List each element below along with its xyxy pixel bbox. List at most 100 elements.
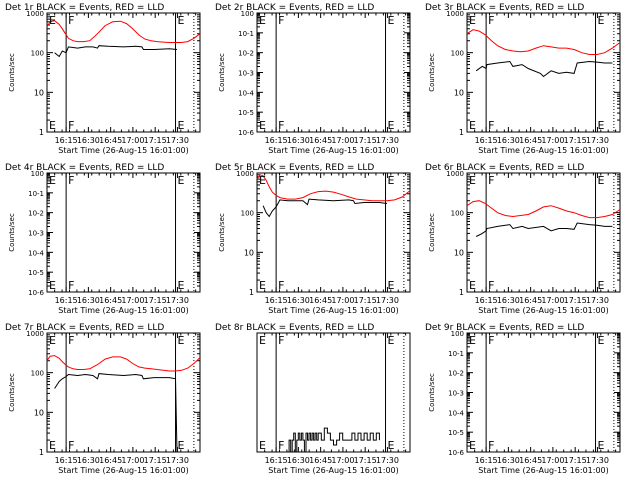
x-tick-label: 16:15 (265, 136, 288, 145)
detector-panel-8: Det 8r BLACK = Events, RED = LLD 16:15 16:… (215, 323, 411, 475)
x-tick-label: 17:00 (541, 456, 564, 465)
x-tick-label: 16:30 (497, 136, 520, 145)
marker-label-top: F (68, 174, 74, 187)
lld-series-line (466, 29, 621, 55)
marker-label-top: E (598, 174, 605, 187)
y-tick-label: 10 (454, 88, 464, 97)
marker-label-top: E (178, 174, 185, 187)
y-tick-label: 100 (31, 170, 44, 178)
marker-label-top: F (68, 14, 74, 27)
x-tick-label: 16:45 (309, 296, 332, 305)
marker-label-bottom: E (259, 439, 266, 452)
y-tick-label: 1000 (236, 170, 254, 178)
panel-title: Det 5r BLACK = Events, RED = LLD (215, 163, 374, 173)
marker-label-top: E (598, 334, 605, 347)
x-tick-label: 17:15 (354, 296, 377, 305)
x-tick-label: 16:30 (77, 456, 100, 465)
marker-label-top: F (488, 174, 494, 187)
x-tick-label: 17:30 (166, 136, 189, 145)
x-tick-label: 17:15 (144, 136, 167, 145)
x-tick-label: 17:15 (564, 456, 587, 465)
marker-label-bottom: E (388, 439, 395, 452)
y-tick-label: 10-6 (28, 289, 44, 297)
x-tick-label: 16:15 (55, 456, 78, 465)
x-tick-label: 17:30 (586, 456, 609, 465)
y-axis-label: Counts/sec (8, 213, 16, 252)
x-tick-label: 17:30 (586, 136, 609, 145)
x-axis-label: Start Time (26-Aug-15 16:01:00) (58, 146, 189, 155)
y-axis-label: Counts/sec (428, 213, 436, 252)
y-axis-label: Counts/sec (8, 53, 16, 92)
events-series-line (287, 427, 380, 453)
x-tick-label: 17:30 (376, 296, 399, 305)
detector-panel-3: Det 3r BLACK = Events, RED = LLD 1 10 100 10… (425, 3, 621, 155)
lld-series-line (46, 355, 201, 372)
x-tick-label: 17:30 (376, 456, 399, 465)
marker-label-bottom: E (178, 279, 185, 292)
x-tick-label: 16:30 (497, 456, 520, 465)
x-tick-label: 17:15 (564, 136, 587, 145)
marker-label-bottom: F (488, 119, 494, 132)
y-axis-label: Counts/sec (428, 373, 436, 412)
events-series-line (475, 60, 613, 78)
marker-label-bottom: E (598, 439, 605, 452)
x-axis-label: Start Time (26-Aug-15 16:01:00) (268, 306, 399, 315)
marker-label-top: F (488, 334, 494, 347)
x-tick-label: 16:15 (55, 136, 78, 145)
plot-frame (46, 172, 201, 293)
panel-title: Det 1r BLACK = Events, RED = LLD (5, 3, 164, 13)
y-tick-label: 10-2 (238, 50, 254, 58)
x-tick-label: 17:15 (144, 296, 167, 305)
x-tick-label: 16:30 (287, 136, 310, 145)
x-tick-label: 16:15 (265, 456, 288, 465)
y-tick-label: 10-4 (238, 89, 254, 97)
marker-label-bottom: E (598, 119, 605, 132)
x-tick-label: 16:45 (99, 136, 122, 145)
y-tick-label: 100 (31, 370, 44, 378)
x-tick-label: 16:45 (99, 456, 122, 465)
y-tick-label: 10-3 (448, 390, 464, 398)
marker-label-top: E (469, 174, 476, 187)
y-tick-label: 1 (39, 448, 44, 457)
y-tick-label: 1000 (446, 10, 464, 18)
panel-title: Det 6r BLACK = Events, RED = LLD (425, 163, 584, 173)
x-tick-label: 16:15 (475, 456, 498, 465)
panel-title: Det 8r BLACK = Events, RED = LLD (215, 323, 374, 333)
y-tick-label: 10-3 (28, 230, 44, 238)
marker-label-top: E (388, 174, 395, 187)
x-tick-label: 17:30 (166, 296, 189, 305)
y-axis-label: Counts/sec (428, 53, 436, 92)
detector-panel-6: Det 6r BLACK = Events, RED = LLD 1 10 100 10… (425, 163, 621, 315)
x-tick-label: 16:15 (55, 296, 78, 305)
x-tick-label: 16:30 (497, 296, 520, 305)
x-axis-label: Start Time (26-Aug-15 16:01:00) (478, 146, 609, 155)
marker-label-bottom: E (49, 119, 56, 132)
x-tick-label: 17:15 (354, 136, 377, 145)
panel-title: Det 4r BLACK = Events, RED = LLD (5, 163, 164, 173)
y-tick-label: 10 (454, 248, 464, 257)
y-tick-label: 100 (451, 210, 464, 218)
marker-label-top: F (278, 14, 284, 27)
x-tick-label: 16:15 (265, 296, 288, 305)
x-tick-label: 16:30 (287, 296, 310, 305)
y-tick-label: 10-1 (448, 350, 464, 358)
y-axis-label: Counts/sec (218, 213, 226, 252)
y-tick-label: 1 (459, 128, 464, 137)
x-tick-label: 17:30 (586, 296, 609, 305)
marker-label-top: E (178, 14, 185, 27)
y-tick-label: 10-4 (28, 249, 44, 257)
marker-label-top: E (49, 14, 56, 27)
y-tick-label: 10 (34, 88, 44, 97)
x-tick-label: 17:00 (331, 136, 354, 145)
events-series-line (54, 373, 178, 453)
y-tick-label: 10 (244, 248, 254, 257)
lld-series-line (46, 20, 201, 43)
marker-label-top: E (259, 174, 266, 187)
panel-title: Det 3r BLACK = Events, RED = LLD (425, 3, 584, 13)
x-tick-label: 16:15 (475, 136, 498, 145)
marker-label-bottom: F (68, 439, 74, 452)
detector-panel-5: Det 5r BLACK = Events, RED = LLD 1 10 100 10… (215, 163, 411, 315)
marker-label-top: F (278, 334, 284, 347)
x-tick-label: 16:30 (287, 456, 310, 465)
marker-label-bottom: E (259, 119, 266, 132)
